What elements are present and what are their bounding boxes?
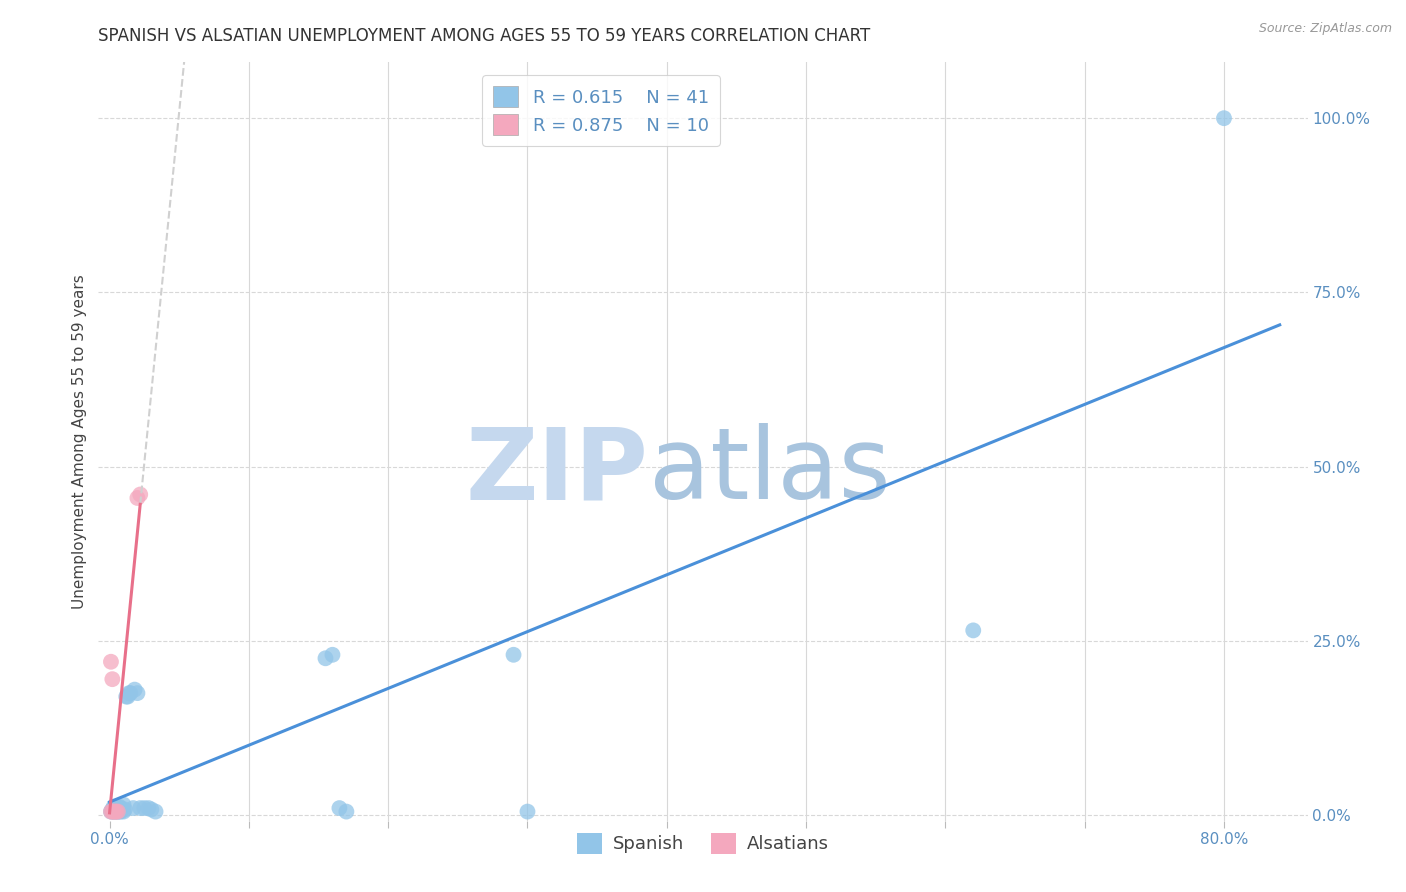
Point: [127, 686, 149, 700]
Point: [104, 801, 127, 815]
Point: [145, 805, 167, 819]
Point: [110, 805, 132, 819]
Point: [112, 805, 135, 819]
Point: [120, 686, 142, 700]
Point: [105, 799, 128, 814]
Point: [108, 799, 131, 814]
Point: [108, 805, 131, 819]
Point: [101, 805, 124, 819]
Y-axis label: Unemployment Among Ages 55 to 59 years: Unemployment Among Ages 55 to 59 years: [72, 274, 87, 609]
Point: [129, 801, 152, 815]
Text: atlas: atlas: [648, 424, 890, 520]
Point: [101, 803, 124, 817]
Point: [111, 803, 134, 817]
Point: [335, 805, 357, 819]
Point: [127, 491, 149, 505]
Point: [104, 805, 127, 819]
Point: [103, 805, 125, 819]
Point: [962, 624, 984, 638]
Point: [328, 801, 350, 815]
Point: [141, 803, 163, 817]
Text: SPANISH VS ALSATIAN UNEMPLOYMENT AMONG AGES 55 TO 59 YEARS CORRELATION CHART: SPANISH VS ALSATIAN UNEMPLOYMENT AMONG A…: [98, 27, 870, 45]
Point: [516, 805, 538, 819]
Point: [502, 648, 524, 662]
Point: [114, 803, 136, 817]
Point: [103, 799, 125, 814]
Point: [107, 801, 129, 815]
Point: [129, 487, 152, 501]
Point: [314, 651, 336, 665]
Point: [103, 803, 125, 817]
Point: [107, 805, 129, 819]
Point: [101, 672, 124, 686]
Point: [105, 805, 128, 819]
Point: [100, 805, 122, 819]
Point: [118, 686, 141, 700]
Point: [115, 690, 138, 704]
Point: [1213, 112, 1236, 126]
Point: [122, 801, 145, 815]
Legend: Spanish, Alsatians: Spanish, Alsatians: [569, 826, 837, 861]
Point: [124, 682, 146, 697]
Point: [321, 648, 343, 662]
Point: [103, 805, 125, 819]
Point: [105, 803, 128, 817]
Point: [100, 805, 122, 819]
Text: Source: ZipAtlas.com: Source: ZipAtlas.com: [1258, 22, 1392, 36]
Text: ZIP: ZIP: [465, 424, 648, 520]
Point: [112, 797, 135, 812]
Point: [101, 805, 124, 819]
Point: [104, 805, 127, 819]
Point: [134, 801, 156, 815]
Point: [110, 801, 132, 815]
Point: [117, 690, 139, 704]
Point: [100, 655, 122, 669]
Point: [138, 801, 160, 815]
Point: [105, 805, 128, 819]
Point: [107, 805, 129, 819]
